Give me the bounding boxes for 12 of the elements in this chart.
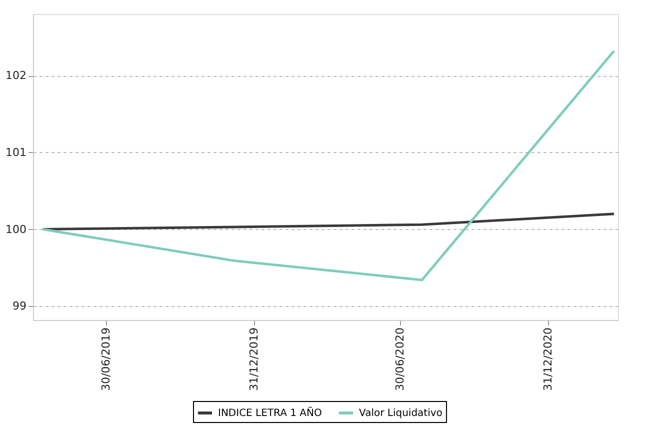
legend-label: Valor Liquidativo xyxy=(359,408,442,419)
line-series xyxy=(41,50,616,282)
y-tick-label: 101 xyxy=(6,146,26,159)
y-tick-label: 102 xyxy=(6,69,26,82)
y-tick-label: 100 xyxy=(6,222,26,236)
x-tick-label: 31/12/2019 xyxy=(247,328,260,391)
legend-label: INDICE LETRA 1 AÑO xyxy=(218,406,322,419)
line-series xyxy=(41,212,616,231)
x-tick-label: 30/06/2020 xyxy=(394,328,407,391)
x-tick-label: 30/06/2019 xyxy=(100,328,113,391)
x-tick-label: 31/12/2020 xyxy=(542,328,555,391)
y-tick-label: 99 xyxy=(12,300,26,313)
